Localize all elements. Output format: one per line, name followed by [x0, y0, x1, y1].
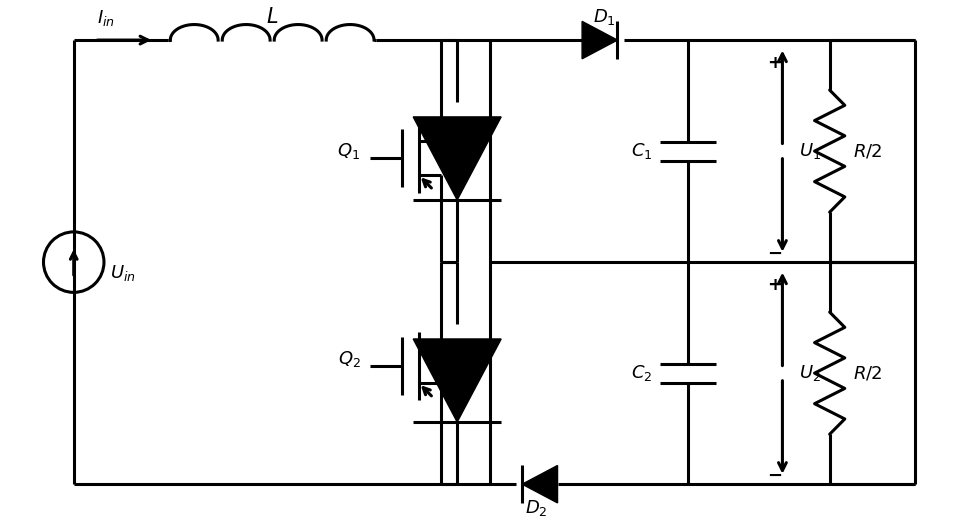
Text: $C_1$: $C_1$ — [630, 141, 651, 161]
Polygon shape — [413, 117, 501, 200]
Text: $D_1$: $D_1$ — [593, 7, 615, 27]
Text: $R/2$: $R/2$ — [853, 142, 882, 160]
Polygon shape — [521, 466, 556, 503]
Text: −: − — [767, 245, 781, 263]
Text: $R/2$: $R/2$ — [853, 364, 882, 382]
Text: +: + — [767, 54, 781, 72]
Text: +: + — [767, 276, 781, 295]
Text: $D_2$: $D_2$ — [525, 498, 548, 518]
Text: $I_{in}$: $I_{in}$ — [97, 8, 115, 28]
Text: $U_2$: $U_2$ — [799, 363, 821, 383]
Text: $U_1$: $U_1$ — [799, 141, 821, 161]
Polygon shape — [582, 22, 617, 59]
Polygon shape — [413, 339, 501, 422]
Text: $U_{in}$: $U_{in}$ — [110, 264, 135, 284]
Text: $Q_2$: $Q_2$ — [337, 349, 360, 369]
Text: −: − — [767, 467, 781, 485]
Text: $L$: $L$ — [266, 7, 278, 27]
Text: $Q_1$: $Q_1$ — [337, 141, 360, 161]
Text: $C_2$: $C_2$ — [630, 363, 651, 383]
